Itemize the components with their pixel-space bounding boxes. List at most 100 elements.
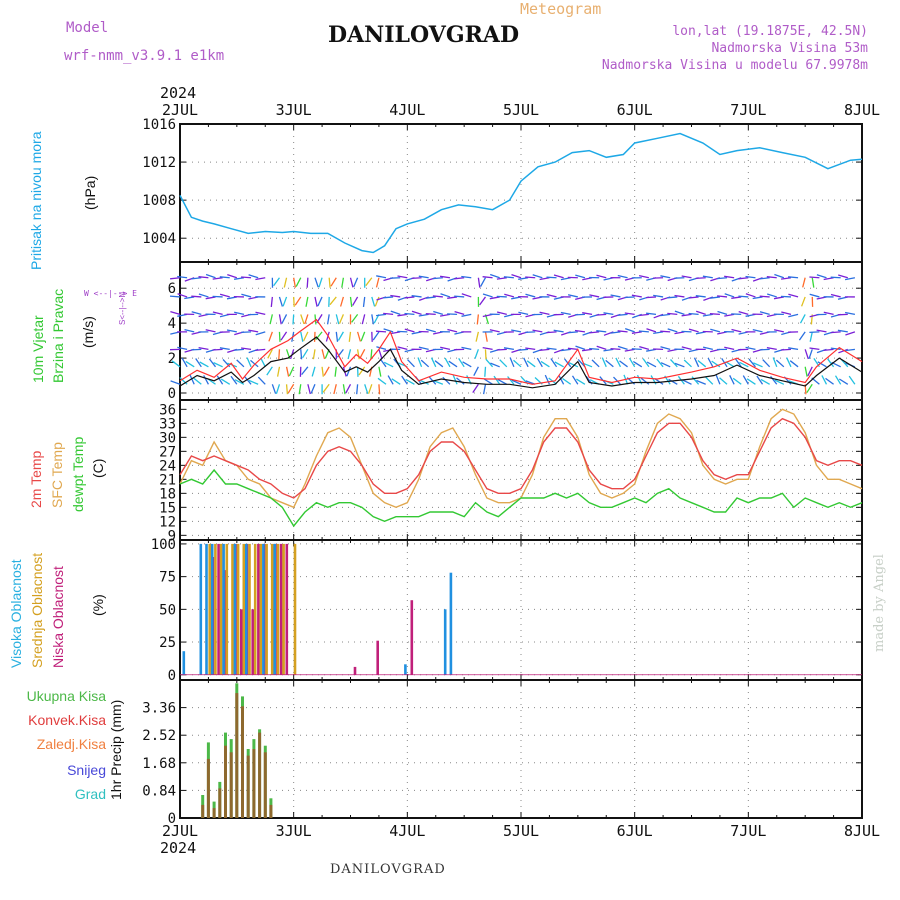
cloud-bar: [257, 543, 260, 675]
wind-arrow: [571, 375, 579, 385]
wind-arrow: [507, 376, 515, 385]
wind-arrow: [246, 357, 252, 368]
wind-arrow: [440, 293, 451, 298]
wind-arrow: [462, 361, 472, 368]
wind-arrow: [709, 313, 720, 316]
wind-arrow: [646, 328, 657, 333]
wind-arrow: [483, 378, 493, 385]
wind-arrow: [278, 296, 284, 307]
y-tick-label: 12: [159, 514, 176, 530]
wind-arrow: [289, 349, 295, 360]
wind-arrow: [199, 361, 209, 368]
precip-bar-convective: [252, 749, 256, 818]
wind-arrow: [504, 293, 515, 298]
x-tick-label-top: 3JUL: [276, 101, 312, 119]
wind-arrow: [848, 375, 856, 385]
wind-arrow: [278, 314, 282, 325]
wind-arrow: [177, 275, 188, 279]
wind-arrow: [307, 384, 311, 395]
wind-arrow: [298, 384, 302, 395]
wind-arrow: [345, 383, 352, 394]
cloud-bar: [270, 543, 274, 675]
wind-arrow: [617, 330, 628, 333]
wind-arrow: [300, 314, 305, 325]
wind-arrow: [518, 277, 529, 280]
x-tick-label-bottom: 3JUL: [276, 822, 312, 840]
wind-arrow: [376, 346, 387, 350]
wind-arrow: [809, 331, 820, 334]
wind-arrow: [759, 348, 770, 351]
wind-arrow: [560, 348, 571, 352]
wind-arrow: [844, 348, 855, 352]
wind-arrow: [255, 348, 266, 352]
wind-arrow: [383, 361, 394, 368]
wind-arrow: [275, 384, 281, 394]
wind-arrow: [574, 329, 586, 333]
wind-arrow: [745, 346, 756, 350]
y-tick-label: 1008: [142, 193, 176, 209]
wind-arrow: [711, 360, 721, 368]
wind-arrow: [756, 375, 764, 385]
compass-we: W <--|--> E: [84, 289, 137, 298]
legend-snow: Snijeg: [67, 762, 106, 778]
wind-arrow: [731, 328, 742, 333]
wind-arrow: [654, 378, 664, 385]
wind-arrow: [342, 384, 346, 395]
y-tick-label: 36: [159, 402, 176, 418]
wind-arrow: [281, 314, 288, 324]
wind-arrow: [668, 378, 678, 385]
wind-arrow: [683, 359, 692, 368]
wind-arrow: [425, 296, 436, 299]
wind-arrow: [638, 313, 649, 317]
wind-arrow: [442, 376, 451, 385]
wind-arrow: [589, 294, 600, 298]
wind-arrow: [660, 362, 671, 368]
wind-arrow: [759, 295, 770, 298]
wind-arrow: [781, 311, 792, 316]
y-tick-label: 21: [159, 472, 176, 488]
wind-arrow: [605, 359, 614, 368]
wind-arrow: [550, 358, 558, 368]
wind-arrow: [484, 349, 487, 360]
wind-arrow: [336, 348, 344, 358]
wind-arrow: [401, 375, 408, 385]
wind-arrow: [241, 331, 252, 334]
wind-arrow: [691, 376, 700, 385]
wind-arrow: [419, 379, 429, 385]
wind-arrow: [773, 296, 784, 300]
cloud-bar: [214, 543, 217, 675]
wind-arrow: [205, 273, 216, 279]
wind-arrow: [539, 311, 550, 316]
wind-arrow: [613, 376, 621, 385]
wind-arrow: [540, 360, 550, 368]
wind-arrow: [482, 276, 493, 279]
wind-arrow: [212, 311, 223, 316]
wind-arrow: [745, 293, 756, 298]
wind-arrow: [562, 377, 572, 385]
wind-arrow: [729, 375, 735, 385]
wind-arrow: [789, 360, 799, 368]
wind-arrow: [193, 377, 202, 385]
wind-arrow: [518, 311, 529, 316]
wind-arrow: [496, 277, 507, 280]
wind-arrow: [788, 276, 799, 279]
wind-arrow: [523, 357, 529, 368]
wind-arrow: [821, 375, 828, 385]
wind-arrow: [378, 366, 382, 377]
wind-arrow: [681, 346, 692, 350]
wind-arrow: [474, 349, 479, 359]
panel-frame: [179, 399, 863, 541]
wind-arrow: [325, 331, 330, 342]
wind-arrow: [479, 296, 487, 306]
wind-arrow: [525, 276, 536, 279]
y-tick-label: 4: [168, 316, 176, 332]
wind-arrow: [546, 347, 557, 350]
wind-arrow: [454, 277, 465, 280]
wind-arrow: [591, 359, 600, 368]
cloud-bar: [285, 543, 289, 675]
wind-arrow: [804, 366, 808, 377]
wind-arrow: [799, 314, 806, 324]
wind-arrow: [434, 360, 444, 368]
wind-arrow: [688, 312, 699, 316]
wind-arrow: [788, 313, 799, 318]
